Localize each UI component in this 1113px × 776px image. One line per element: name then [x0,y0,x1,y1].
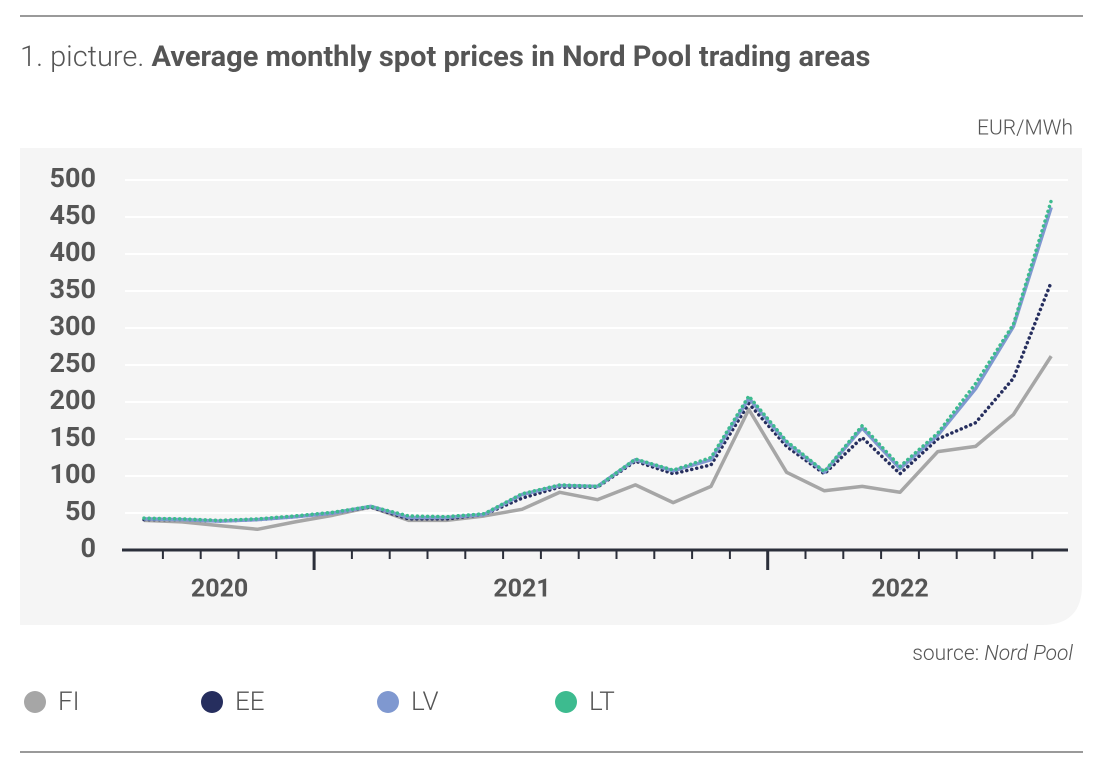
unit-label: EUR/MWh [977,117,1073,141]
x-tick-label: 2020 [191,575,248,604]
y-tick-label: 400 [50,236,96,268]
legend-label: FI [58,687,80,717]
legend-label: LV [411,687,439,717]
legend-marker [555,691,577,713]
title-prefix: 1. picture. [20,40,144,74]
source-name: Nord Pool [984,642,1073,666]
legend-marker [24,691,46,713]
series-line [142,198,1053,523]
legend-marker [201,691,223,713]
y-tick-label: 350 [50,273,96,305]
y-tick-label: 250 [50,347,96,379]
y-tick-label: 450 [50,199,96,231]
y-tick-label: 100 [50,458,96,490]
series-line [143,355,1053,532]
y-tick-label: 300 [50,310,96,342]
chart-title: 1. picture. Average monthly spot prices … [20,40,870,74]
y-tick-label: 150 [50,421,96,453]
plot-background [20,148,1082,625]
legend-marker [377,691,399,713]
x-tick-label: 2022 [871,575,928,604]
source-label: source: [912,642,979,666]
y-tick-label: 200 [50,384,96,416]
legend-label: LT [589,687,615,717]
y-tick-label: 500 [50,162,96,194]
y-tick-label: 50 [65,495,96,527]
x-tick-label: 2021 [493,575,550,604]
y-tick-label: 0 [81,532,97,564]
legend-label: EE [235,687,265,717]
title-main: Average monthly spot prices in Nord Pool… [152,40,871,74]
series-line [143,206,1053,523]
source: source: Nord Pool [912,642,1073,666]
